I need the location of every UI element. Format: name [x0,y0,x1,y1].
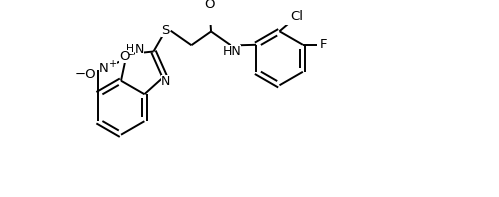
Text: +: + [109,59,117,69]
Text: S: S [161,24,170,37]
Text: N: N [135,44,144,57]
Text: O: O [119,50,129,63]
Text: F: F [320,38,327,51]
Text: N: N [161,75,170,88]
Text: Cl: Cl [290,10,303,23]
Text: HN: HN [223,45,242,58]
Text: N: N [99,62,109,75]
Text: H: H [126,44,134,54]
Text: −O: −O [75,68,96,81]
Text: O: O [205,0,215,10]
